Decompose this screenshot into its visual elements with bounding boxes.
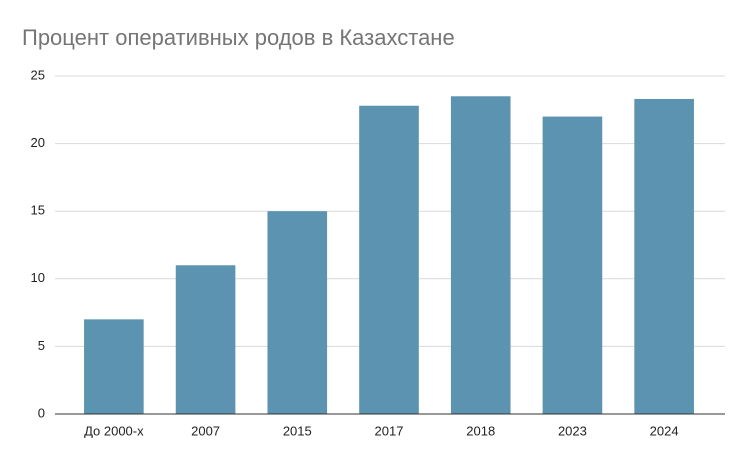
x-tick-label: 2015 bbox=[283, 423, 312, 438]
chart-title: Процент оперативных родов в Казахстане bbox=[22, 25, 455, 50]
y-tick-label: 0 bbox=[38, 405, 45, 420]
bar bbox=[542, 116, 603, 414]
y-tick-label: 15 bbox=[31, 203, 45, 218]
bar bbox=[175, 265, 236, 414]
y-tick-label: 10 bbox=[31, 270, 45, 285]
x-tick-label: 2018 bbox=[466, 423, 495, 438]
bar bbox=[450, 96, 511, 414]
x-tick-label: 2024 bbox=[650, 423, 679, 438]
y-tick-label: 5 bbox=[38, 338, 45, 353]
x-tick-label: 2007 bbox=[191, 423, 220, 438]
bar bbox=[84, 319, 144, 414]
y-tick-label: 20 bbox=[31, 135, 45, 150]
y-tick-label: 25 bbox=[31, 67, 45, 82]
x-tick-label: 2017 bbox=[375, 423, 404, 438]
x-tick-label: До 2000-х bbox=[84, 423, 144, 438]
bar bbox=[359, 105, 419, 414]
bar bbox=[267, 211, 328, 414]
bar bbox=[634, 98, 694, 414]
x-tick-label: 2023 bbox=[558, 423, 587, 438]
